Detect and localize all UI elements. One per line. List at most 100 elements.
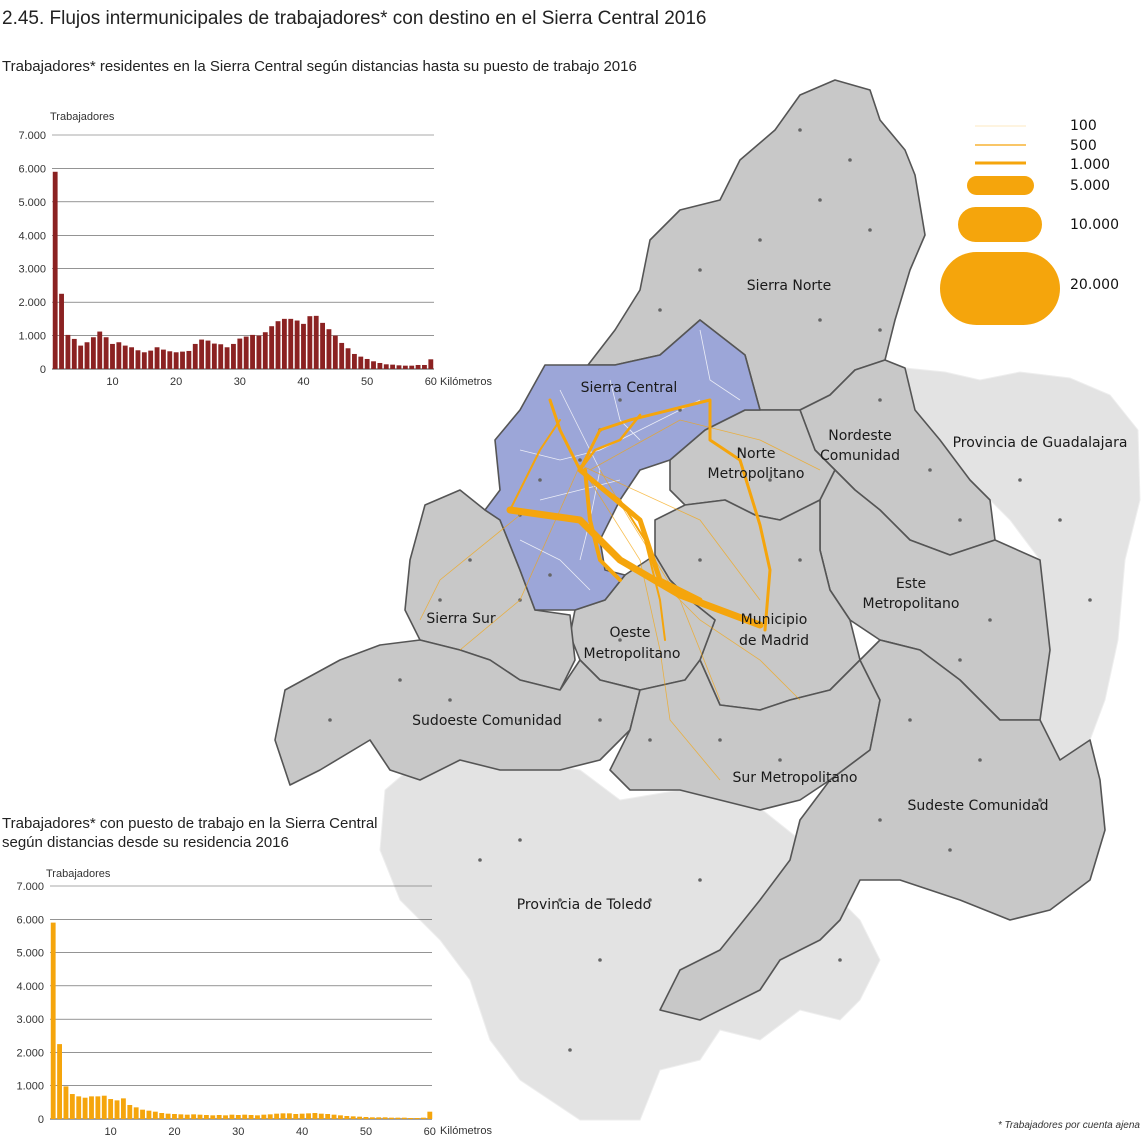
y-tick-label: 7.000 bbox=[16, 881, 44, 893]
region-sudeste bbox=[659, 639, 1106, 1021]
bar bbox=[350, 1116, 356, 1119]
bar bbox=[203, 1115, 209, 1119]
bar bbox=[414, 1118, 420, 1119]
bar bbox=[211, 343, 217, 369]
bar bbox=[383, 364, 389, 369]
bar bbox=[184, 1114, 190, 1119]
y-tick-label: 1.000 bbox=[16, 1081, 44, 1093]
x-tick-label: 20 bbox=[168, 1126, 180, 1135]
chart-top-title: Trabajadores* residentes en la Sierra Ce… bbox=[2, 58, 637, 75]
bar bbox=[345, 348, 351, 369]
chart-top-ylabel: Trabajadores bbox=[50, 111, 115, 123]
flow-1 bbox=[506, 506, 764, 629]
label-este-1: Este bbox=[896, 576, 926, 592]
bar bbox=[312, 1113, 318, 1119]
bar bbox=[351, 353, 357, 369]
label-norte-1: Norte bbox=[737, 446, 776, 462]
bar bbox=[243, 336, 249, 369]
label-nordeste-2: Comunidad bbox=[820, 448, 900, 464]
bar bbox=[428, 359, 434, 369]
chart-top-bars bbox=[52, 171, 434, 369]
bar bbox=[89, 1096, 94, 1119]
label-sur: Sur Metropolitano bbox=[733, 770, 858, 786]
bar bbox=[59, 293, 64, 369]
bar bbox=[71, 338, 77, 369]
bar bbox=[154, 347, 160, 369]
bar bbox=[326, 329, 332, 369]
bar bbox=[84, 342, 90, 369]
bar bbox=[116, 342, 122, 369]
flow-3 bbox=[583, 468, 622, 582]
label-madrid-1: Municipio bbox=[741, 612, 808, 628]
bar bbox=[146, 1110, 152, 1119]
chart-top-xlabel: Kilómetros bbox=[440, 376, 492, 388]
legend-swatch-20000 bbox=[940, 252, 1060, 325]
bar bbox=[78, 345, 84, 369]
y-tick-label: 4.000 bbox=[16, 981, 44, 993]
label-toledo: Provincia de Toledo bbox=[517, 897, 652, 913]
legend-label-100: 100 bbox=[1070, 118, 1097, 134]
label-sierra-norte: Sierra Norte bbox=[747, 278, 832, 294]
bar bbox=[178, 1114, 184, 1119]
bar bbox=[101, 1095, 107, 1119]
bar bbox=[224, 347, 230, 369]
chart-bottom-bars bbox=[50, 922, 433, 1119]
y-tick-label: 5.000 bbox=[16, 948, 44, 960]
bar bbox=[299, 1113, 305, 1119]
bar bbox=[294, 320, 300, 369]
bar bbox=[229, 1114, 235, 1119]
bar bbox=[339, 342, 345, 369]
bar bbox=[197, 1114, 203, 1119]
flow-5 bbox=[548, 398, 582, 472]
legend-swatch-5000 bbox=[967, 176, 1034, 195]
bar bbox=[280, 1113, 286, 1119]
flow-2 bbox=[577, 467, 703, 603]
bar bbox=[318, 1113, 324, 1119]
label-este-2: Metropolitano bbox=[863, 596, 960, 612]
bar bbox=[210, 1115, 216, 1119]
region-toledo bbox=[379, 739, 881, 1121]
bar bbox=[237, 338, 243, 369]
bar bbox=[127, 1105, 133, 1119]
bar bbox=[218, 344, 224, 369]
bar bbox=[422, 364, 427, 369]
bar bbox=[110, 343, 115, 369]
chart-bottom: Trabajadores 0 1.000 2.000 3.000 4.000 5.000 6… bbox=[16, 868, 492, 1135]
x-tick-label: 40 bbox=[296, 1126, 308, 1135]
bar bbox=[358, 356, 364, 369]
y-tick-label: 5.000 bbox=[18, 197, 46, 209]
y-tick-label: 4.000 bbox=[18, 230, 46, 242]
bar bbox=[167, 351, 173, 369]
bar bbox=[401, 1117, 407, 1119]
bar bbox=[313, 315, 319, 369]
bar bbox=[320, 322, 326, 369]
bar bbox=[288, 318, 294, 369]
bar bbox=[377, 362, 383, 369]
label-norte-2: Metropolitano bbox=[708, 466, 805, 482]
label-sierra-sur: Sierra Sur bbox=[426, 611, 495, 627]
bar bbox=[114, 1100, 120, 1119]
bar bbox=[255, 1115, 260, 1119]
chart-top-yticks: 0 1.000 2.000 3.000 4.000 5.000 6.000 7.000 bbox=[18, 130, 46, 376]
bar bbox=[420, 1117, 426, 1119]
y-tick-label: 1.000 bbox=[18, 331, 46, 343]
bar bbox=[344, 1116, 350, 1119]
bar bbox=[242, 1114, 248, 1119]
bar bbox=[141, 352, 147, 369]
bar bbox=[57, 1044, 63, 1119]
x-tick-label: 50 bbox=[361, 376, 373, 388]
bar bbox=[50, 922, 56, 1119]
bar bbox=[281, 318, 287, 369]
label-sudeste: Sudeste Comunidad bbox=[907, 798, 1048, 814]
bar bbox=[395, 1117, 401, 1119]
x-tick-label: 60 bbox=[425, 376, 437, 388]
bar bbox=[261, 1114, 267, 1119]
flow-7 bbox=[509, 419, 561, 511]
bar bbox=[65, 334, 71, 369]
chart-top-grid bbox=[52, 134, 434, 370]
bar bbox=[108, 1099, 114, 1119]
bar bbox=[275, 321, 281, 369]
y-tick-label: 7.000 bbox=[18, 130, 46, 142]
legend-label-20000: 20.000 bbox=[1070, 277, 1119, 293]
